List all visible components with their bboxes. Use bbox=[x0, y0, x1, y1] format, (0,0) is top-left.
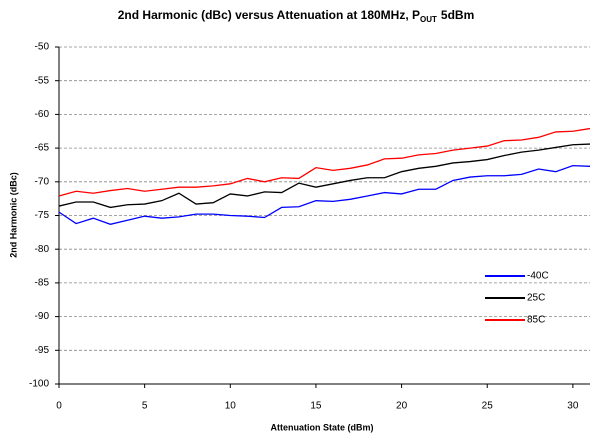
title-subscript: OUT bbox=[420, 15, 437, 24]
x-tick-label: 20 bbox=[396, 401, 408, 412]
legend-label: 85C bbox=[527, 315, 545, 326]
y-tick-label: -75 bbox=[35, 210, 50, 221]
series-line bbox=[58, 143, 591, 209]
x-tick-label: 25 bbox=[482, 401, 494, 412]
y-tick-label: -90 bbox=[35, 311, 50, 322]
x-tick-label: 30 bbox=[567, 401, 579, 412]
title-main: 2nd Harmonic (dBc) versus Attenuation at… bbox=[118, 8, 420, 22]
y-axis-label: 2nd Harmonic (dBc) bbox=[8, 172, 18, 258]
y-tick-label: -55 bbox=[35, 75, 50, 86]
y-tick-label: -50 bbox=[35, 42, 50, 53]
y-tick-label: -65 bbox=[35, 143, 50, 154]
y-tick-label: -85 bbox=[35, 278, 50, 289]
legend-label: -40C bbox=[527, 271, 549, 282]
y-tick-label: -95 bbox=[35, 345, 50, 356]
y-tick-label: -60 bbox=[35, 109, 50, 120]
x-tick-label: 0 bbox=[56, 401, 62, 412]
x-tick-label: 15 bbox=[310, 401, 322, 412]
x-tick-label: 5 bbox=[142, 401, 148, 412]
series-line bbox=[58, 127, 591, 197]
y-tick-label: -100 bbox=[29, 379, 49, 390]
chart-title: 2nd Harmonic (dBc) versus Attenuation at… bbox=[118, 8, 475, 24]
title-suffix: 5dBm bbox=[441, 8, 474, 22]
y-tick-label: -70 bbox=[35, 176, 50, 187]
x-axis-label: Attenuation State (dBm) bbox=[271, 422, 374, 432]
x-tick-label: 10 bbox=[225, 401, 237, 412]
series-line bbox=[58, 164, 591, 225]
legend-label: 25C bbox=[527, 293, 545, 304]
y-tick-label: -80 bbox=[35, 244, 50, 255]
